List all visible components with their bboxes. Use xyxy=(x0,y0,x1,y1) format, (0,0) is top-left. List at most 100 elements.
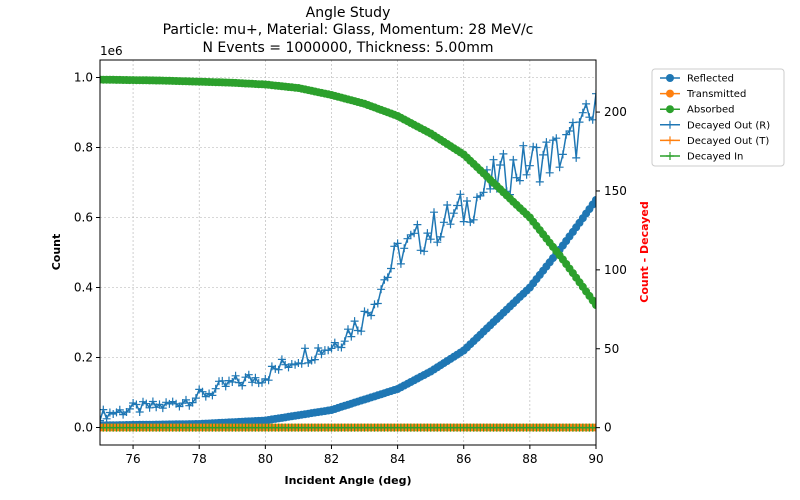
chart-title: Angle Study Particle: mu+, Material: Gla… xyxy=(163,5,534,56)
y-offset-label: 1e6 xyxy=(100,44,123,58)
data-point xyxy=(274,365,283,374)
data-point xyxy=(330,338,339,347)
data-point xyxy=(555,163,564,172)
data-point xyxy=(410,229,419,238)
data-point xyxy=(473,193,481,202)
data-point xyxy=(439,218,448,227)
data-point xyxy=(423,229,432,238)
y-axis-left: 0.0 0.2 0.4 0.6 0.8 1.0 xyxy=(74,71,100,435)
series-line xyxy=(100,78,596,306)
legend-marker xyxy=(666,74,674,82)
axes-frame xyxy=(99,59,597,446)
data-point xyxy=(162,398,171,407)
data-point xyxy=(155,400,164,409)
y-tick-label: 0.8 xyxy=(74,141,93,155)
data-point xyxy=(175,402,184,411)
data-point xyxy=(413,220,422,229)
data-point xyxy=(244,370,253,379)
data-point xyxy=(231,371,240,380)
data-point xyxy=(592,196,596,204)
data-point xyxy=(284,363,293,372)
y-right-tick-label: 100 xyxy=(604,263,627,277)
legend-marker xyxy=(666,120,674,129)
series-decayed-in xyxy=(100,423,596,432)
data-point xyxy=(337,343,346,352)
legend-label: Transmitted xyxy=(686,89,746,100)
series-line xyxy=(100,93,596,421)
legend-item: Absorbed xyxy=(660,105,734,116)
data-point xyxy=(456,190,465,199)
data-point xyxy=(443,201,452,209)
data-point xyxy=(261,374,270,383)
data-point xyxy=(310,355,319,364)
data-point xyxy=(565,127,574,135)
title-line-1: Angle Study xyxy=(306,5,391,21)
data-point xyxy=(297,359,306,368)
x-tick-label: 86 xyxy=(456,452,471,466)
title-line-2: Particle: mu+, Material: Glass, Momentum… xyxy=(163,22,534,38)
y-right-tick-label: 0 xyxy=(604,421,612,435)
data-point xyxy=(211,384,220,393)
data-point xyxy=(125,404,134,413)
legend-item: Reflected xyxy=(660,74,734,85)
data-point xyxy=(383,273,392,282)
data-point xyxy=(532,143,541,152)
data-point xyxy=(525,161,534,170)
legend-item: Transmitted xyxy=(660,89,746,100)
x-tick-label: 88 xyxy=(522,452,537,466)
y-right-tick-label: 200 xyxy=(604,105,627,119)
data-point xyxy=(142,399,151,408)
legend-marker xyxy=(666,105,674,114)
x-tick-label: 82 xyxy=(324,452,339,466)
y-axis-label: Count xyxy=(50,234,63,271)
data-point xyxy=(545,168,554,177)
data-point xyxy=(251,373,260,382)
data-point xyxy=(400,244,409,253)
legend-marker xyxy=(666,89,674,98)
legend-item: Decayed Out (R) xyxy=(660,120,770,131)
data-point xyxy=(509,155,518,164)
data-point xyxy=(205,389,214,398)
data-point xyxy=(416,246,425,255)
y-tick-label: 0.4 xyxy=(74,281,93,295)
data-point xyxy=(317,350,326,359)
data-point xyxy=(426,235,435,244)
data-point xyxy=(578,108,587,117)
data-point xyxy=(100,416,104,425)
data-point xyxy=(453,201,462,210)
y-axis-right-label: Count - Decayed xyxy=(638,201,651,302)
legend-label: Absorbed xyxy=(687,105,734,116)
x-tick-label: 84 xyxy=(390,452,405,466)
data-point xyxy=(248,378,257,387)
data-point xyxy=(115,405,124,414)
plot-area xyxy=(100,75,596,432)
data-point xyxy=(277,355,286,364)
data-point xyxy=(129,399,138,407)
y-tick-label: 0.0 xyxy=(74,421,93,435)
legend: Reflected Transmitted Absorbed Decayed Out … xyxy=(651,68,785,167)
y-axis-right: 0 50 100 150 200 xyxy=(596,105,627,435)
data-point xyxy=(449,209,458,218)
data-point xyxy=(100,405,108,414)
series-decayed-out-r xyxy=(100,89,596,425)
data-point xyxy=(294,359,303,367)
data-point xyxy=(350,317,359,326)
data-point xyxy=(387,264,395,273)
data-point xyxy=(139,397,147,406)
data-point xyxy=(287,360,296,368)
data-point xyxy=(102,414,111,423)
data-point xyxy=(406,230,415,239)
data-point xyxy=(522,170,531,179)
data-point xyxy=(238,381,247,390)
data-point xyxy=(436,232,445,241)
y-tick-label: 0.2 xyxy=(74,351,93,365)
data-point xyxy=(314,344,323,352)
legend-box xyxy=(651,68,785,167)
data-point xyxy=(271,364,280,373)
data-point xyxy=(476,191,485,200)
data-point xyxy=(360,307,369,316)
data-point xyxy=(182,395,190,404)
legend-item: Decayed Out (T) xyxy=(660,136,769,147)
data-point xyxy=(225,376,233,385)
